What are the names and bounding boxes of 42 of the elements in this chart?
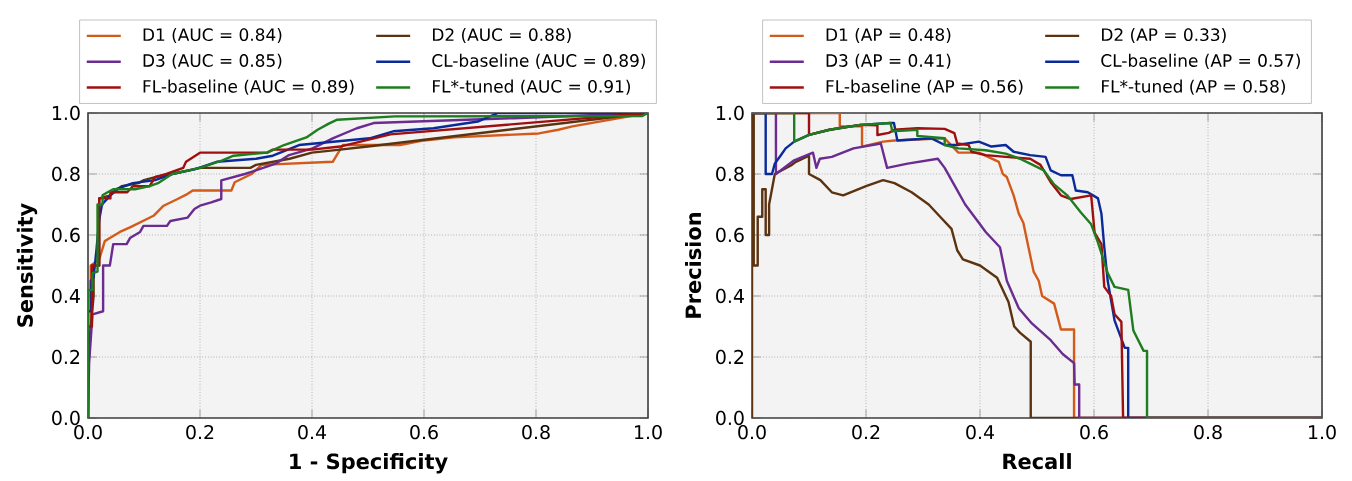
legend-label: CL-baseline (AP = 0.57)	[1101, 53, 1300, 69]
y-tick-label: 0.6	[52, 227, 80, 243]
y-axis-title: Sensitivity	[16, 203, 38, 327]
x-tick-label: 0.4	[966, 425, 995, 440]
line-series	[88, 113, 649, 418]
y-tick-label: 0.0	[716, 410, 744, 426]
x-tick-label: 0.6	[1080, 425, 1108, 440]
y-tick-label: 0.8	[716, 166, 744, 182]
x-tick-label: 0.0	[738, 425, 766, 440]
legend-label: D2 (AUC = 0.88)	[433, 27, 571, 44]
y-tick-label: 0.6	[716, 227, 744, 243]
x-tick-label: 0.0	[74, 425, 102, 440]
legend-label: FL-baseline (AUC = 0.89)	[143, 79, 354, 95]
y-tick-label: 0.0	[52, 410, 80, 426]
line-series	[752, 113, 1323, 418]
x-tick-label: 0.6	[410, 425, 438, 440]
legend-label: FL*-tuned (AP = 0.58)	[1102, 79, 1285, 95]
x-axis-title: Recall	[1003, 453, 1071, 470]
x-tick-label: 1.0	[1309, 425, 1336, 440]
legend-label: D1 (AUC = 0.84)	[143, 27, 282, 44]
legend-label: D3 (AP = 0.41)	[826, 53, 951, 69]
x-tick-label: 0.2	[186, 425, 214, 440]
x-tick-label: 1.0	[635, 425, 662, 440]
legend-label: D1 (AP = 0.48)	[826, 27, 951, 44]
y-tick-label: 1.0	[52, 105, 80, 121]
y-tick-label: 0.4	[716, 288, 744, 304]
x-tick-label: 0.8	[1194, 425, 1222, 440]
x-axis-title: 1 - Specificity	[290, 453, 448, 474]
legend-label: D3 (AUC = 0.85)	[143, 53, 282, 69]
y-axis-title: Precision	[685, 212, 702, 318]
y-tick-label: 0.2	[52, 349, 80, 365]
legend-label: D2 (AP = 0.33)	[1102, 27, 1226, 44]
x-tick-label: 0.8	[522, 425, 550, 440]
x-tick-label: 0.4	[298, 425, 327, 440]
y-tick-label: 0.2	[716, 349, 744, 365]
legend-label: FL-baseline (AP = 0.56)	[826, 79, 1023, 95]
legend-label: FL*-tuned (AUC = 0.91)	[433, 79, 630, 95]
y-tick-label: 0.4	[52, 288, 80, 304]
y-tick-label: 0.8	[52, 166, 80, 182]
y-tick-label: 1.0	[716, 105, 744, 121]
legend-label: CL-baseline (AUC = 0.89)	[432, 53, 645, 69]
x-tick-label: 0.2	[852, 425, 880, 440]
